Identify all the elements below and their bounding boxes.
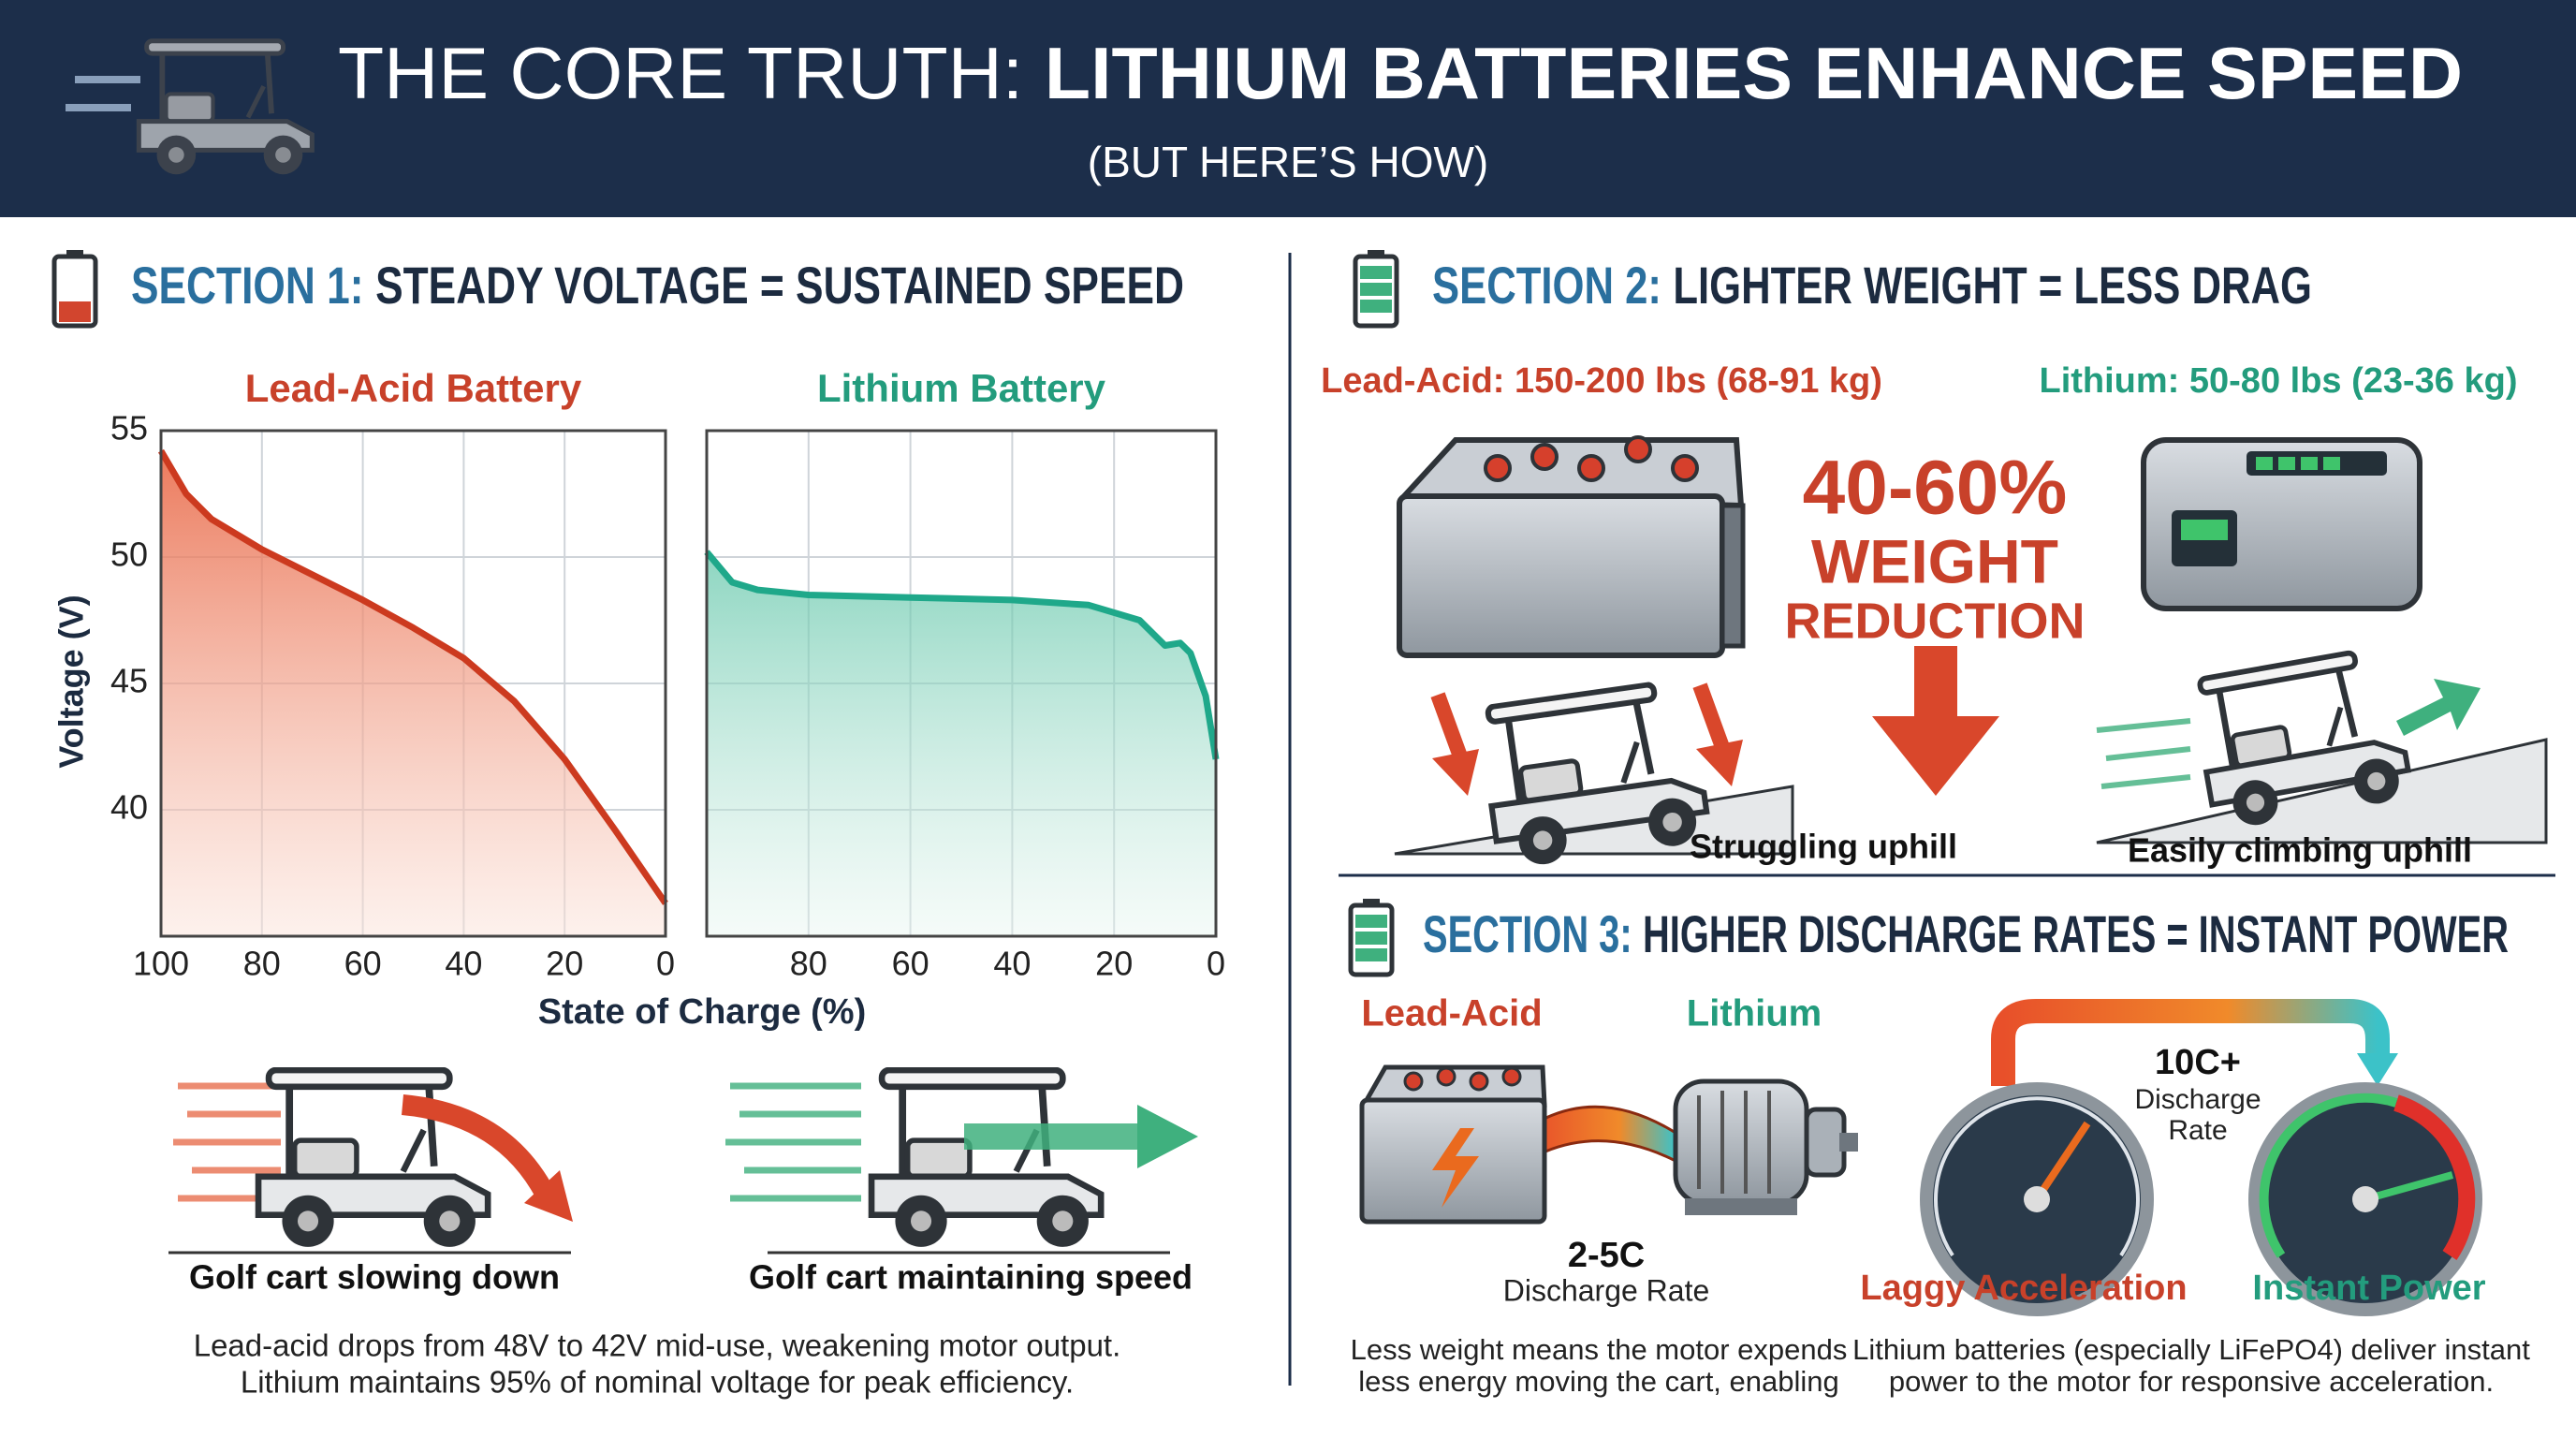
section-title: LIGHTER WEIGHT = LESS DRAG bbox=[1673, 256, 2312, 315]
laggy-gauge bbox=[1920, 1082, 2154, 1316]
x-tick-label: 60 bbox=[344, 945, 382, 983]
title-emphasis: LITHIUM BATTERIES ENHANCE SPEED bbox=[1045, 32, 2463, 114]
note-line: Lithium maintains 95% of nominal voltage… bbox=[241, 1365, 1074, 1400]
chart-title: Lead-Acid Battery bbox=[245, 366, 582, 410]
area-fill bbox=[161, 450, 666, 937]
battery-label: Lithium bbox=[1687, 993, 1822, 1034]
slowing-cart-illustration bbox=[173, 1070, 573, 1247]
chart-title: Lithium Battery bbox=[817, 366, 1106, 410]
rate-text: Discharge bbox=[2134, 1084, 2261, 1115]
header-band bbox=[0, 0, 2576, 217]
y-tick-label: 40 bbox=[110, 788, 148, 827]
discharge-arrow bbox=[1991, 999, 2390, 1086]
section-label: SECTION 1: bbox=[131, 256, 363, 315]
section-heading: SECTION 3:HIGHER DISCHARGE RATES = INSTA… bbox=[1423, 904, 2509, 963]
x-tick-label: 20 bbox=[1095, 945, 1133, 983]
section-label: SECTION 3: bbox=[1423, 904, 1632, 963]
caption: Struggling uphill bbox=[1690, 828, 1957, 866]
section-label: SECTION 2: bbox=[1432, 256, 1661, 315]
section-heading: SECTION 1:STEADY VOLTAGE = SUSTAINED SPE… bbox=[131, 256, 1184, 315]
x-tick-label: 80 bbox=[243, 945, 281, 983]
rate-text: Rate bbox=[2168, 1115, 2227, 1146]
note-line: Less weight means the motor expends bbox=[1351, 1333, 1848, 1366]
weight-label: Lithium: 50-80 lbs (23-36 kg) bbox=[2039, 361, 2517, 401]
y-axis-label: Voltage (V) bbox=[52, 594, 91, 768]
y-tick-label: 50 bbox=[110, 536, 148, 574]
page-title: THE CORE TRUTH: LITHIUM BATTERIES ENHANCE… bbox=[338, 32, 2463, 114]
section-title: STEADY VOLTAGE = SUSTAINED SPEED bbox=[375, 256, 1184, 315]
note-line: Lead-acid drops from 48V to 42V mid-use,… bbox=[194, 1328, 1121, 1363]
x-tick-label: 60 bbox=[892, 945, 929, 983]
speed-lines bbox=[2096, 718, 2191, 789]
steady-cart-illustration bbox=[725, 1070, 1198, 1247]
note-line: Lithium batteries (especially LiFePO4) d… bbox=[1852, 1333, 2530, 1366]
green-arrow bbox=[2396, 679, 2481, 736]
header-cart-icon bbox=[66, 41, 312, 175]
note-line: less energy moving the cart, enabling bbox=[1358, 1365, 1839, 1398]
discharge-arrow-head bbox=[2357, 1053, 2398, 1086]
weight-label: Lead-Acid: 150-200 lbs (68-91 kg) bbox=[1321, 361, 1882, 401]
battery-icon bbox=[1355, 250, 1397, 326]
x-tick-label: 40 bbox=[993, 945, 1031, 983]
battery-icon bbox=[54, 250, 95, 326]
rate-value: 10C+ bbox=[2155, 1043, 2241, 1082]
x-tick-label: 0 bbox=[656, 945, 675, 983]
red-drag-arrows bbox=[1430, 682, 1743, 796]
x-tick-label: 0 bbox=[1207, 945, 1225, 983]
battery-label: Lead-Acid bbox=[1361, 993, 1542, 1034]
section-title: HIGHER DISCHARGE RATES = INSTANT POWER bbox=[1643, 904, 2509, 963]
caption: Golf cart maintaining speed bbox=[749, 1258, 1193, 1297]
caption: Golf cart slowing down bbox=[189, 1258, 560, 1297]
y-tick-label: 45 bbox=[110, 662, 148, 700]
section-heading: SECTION 2:LIGHTER WEIGHT = LESS DRAG bbox=[1432, 256, 2312, 315]
title-prefix: THE CORE TRUTH: bbox=[338, 32, 1023, 114]
x-tick-label: 80 bbox=[790, 945, 827, 983]
voltage-charts: Lead-Acid Battery 40 45 50 55 100 80 60 40 20 0 Lit… bbox=[110, 366, 1225, 982]
voltage-line bbox=[704, 550, 1220, 760]
caption: Easily climbing uphill bbox=[2128, 831, 2472, 870]
subtitle: (BUT HERE’S HOW) bbox=[1088, 138, 1489, 186]
area-fill bbox=[707, 551, 1216, 936]
x-tick-label: 40 bbox=[445, 945, 482, 983]
battery-icon bbox=[1351, 899, 1392, 975]
gauge-label: Instant Power bbox=[2252, 1269, 2485, 1308]
reduction-figure: 40-60% bbox=[1803, 446, 2068, 531]
reduction-text: REDUCTION bbox=[1785, 593, 2086, 649]
note-line: power to the motor for responsive accele… bbox=[1889, 1365, 2494, 1398]
rate-text: Discharge Rate bbox=[1503, 1273, 1710, 1307]
voltage-line bbox=[157, 448, 668, 905]
gauge-label: Laggy Acceleration bbox=[1860, 1269, 2187, 1308]
rate-value: 2-5C bbox=[1568, 1236, 1645, 1275]
plot-frame bbox=[705, 429, 1218, 938]
x-tick-label: 20 bbox=[546, 945, 583, 983]
instant-gauge bbox=[2248, 1082, 2482, 1316]
plot-frame bbox=[159, 429, 667, 938]
y-tick-label: 55 bbox=[110, 409, 148, 448]
weight-reduction-arrow bbox=[1872, 646, 1999, 796]
power-flow bbox=[1533, 1105, 1677, 1164]
motor-illustration bbox=[1673, 1078, 1858, 1215]
x-tick-label: 100 bbox=[133, 945, 189, 983]
lithium-pack-illustration bbox=[2141, 437, 2422, 611]
small-battery-illustration bbox=[1359, 1064, 1547, 1225]
lead-acid-battery-illustration bbox=[1397, 435, 1746, 658]
reduction-text: WEIGHT bbox=[1811, 526, 2058, 595]
slope bbox=[2096, 738, 2548, 844]
x-axis-label: State of Charge (%) bbox=[538, 992, 866, 1032]
